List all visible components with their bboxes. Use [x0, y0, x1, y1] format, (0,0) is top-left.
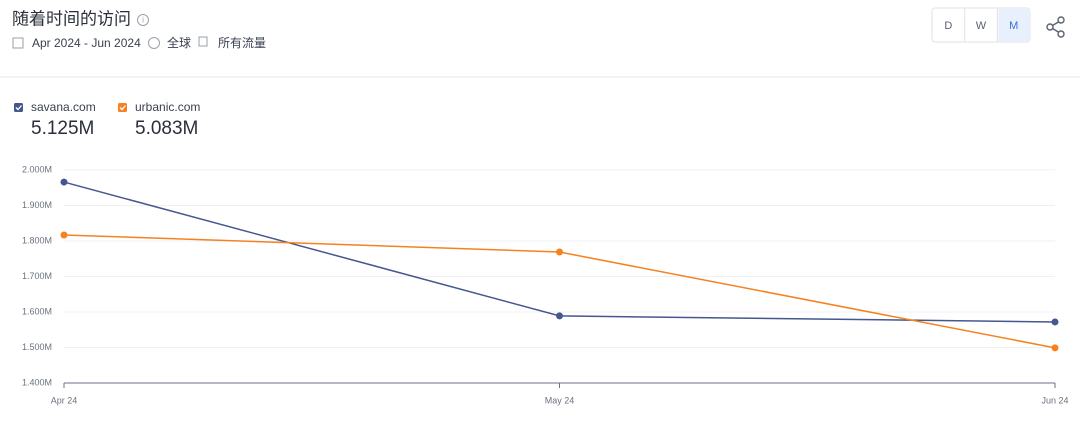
- legend-check: [15, 105, 22, 111]
- title: 随着时间的访问: [12, 9, 131, 28]
- toggle-selected: [998, 9, 1031, 41]
- info-icon[interactable]: [137, 14, 149, 26]
- share-node: [1057, 16, 1065, 24]
- date-range: Apr 2024 - Jun 2024: [32, 36, 141, 50]
- calendar-icon: [12, 37, 24, 49]
- globe-icon: [148, 37, 160, 49]
- legend-total: 5.083M: [135, 118, 198, 139]
- data-point: [1051, 318, 1059, 326]
- info-glyph: i: [142, 16, 144, 25]
- traffic: 所有流量: [218, 36, 266, 50]
- data-point: [556, 312, 563, 320]
- data-point: [556, 248, 563, 256]
- data-point: [1051, 344, 1059, 352]
- y-tick-label: 1.400M: [22, 377, 52, 387]
- legend-checkbox[interactable]: [14, 103, 23, 112]
- x-tick-label: Jun 24: [1041, 395, 1068, 405]
- toggle-button[interactable]: M: [1009, 20, 1018, 32]
- y-tick-label: 1.700M: [22, 271, 52, 281]
- legend-name: savana.com: [31, 100, 96, 114]
- share-node: [1057, 30, 1065, 38]
- x-tick-label: May 24: [545, 395, 575, 405]
- y-tick-label: 2.000M: [22, 164, 52, 174]
- toggle-button[interactable]: W: [976, 20, 987, 32]
- region: 全球: [167, 35, 191, 50]
- legend-checkbox[interactable]: [118, 103, 127, 112]
- legend-check: [119, 105, 126, 111]
- legend-total: 5.125M: [31, 118, 94, 139]
- y-tick-label: 1.900M: [22, 200, 52, 210]
- y-tick-label: 1.500M: [22, 342, 52, 352]
- share-node: [1046, 23, 1054, 31]
- traffic-icon: [198, 36, 208, 47]
- toggle-button[interactable]: D: [944, 20, 952, 32]
- legend-name: urbanic.com: [135, 100, 200, 114]
- data-point: [60, 231, 68, 239]
- data-point: [60, 178, 68, 186]
- share-icon[interactable]: [1046, 16, 1065, 38]
- y-tick-label: 1.800M: [22, 235, 52, 245]
- y-tick-label: 1.600M: [22, 306, 52, 316]
- x-tick-label: Apr 24: [51, 395, 78, 405]
